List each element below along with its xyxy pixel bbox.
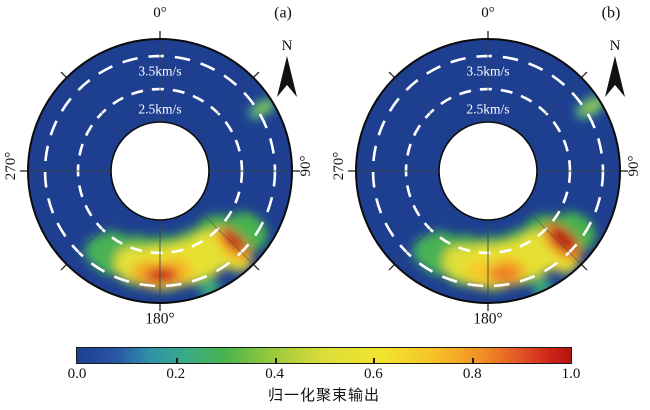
radial-gridline xyxy=(66,205,126,265)
radial-gridline xyxy=(194,77,254,137)
heat-blob xyxy=(253,101,272,115)
angle-tick xyxy=(60,71,68,79)
angle-label-0: 0° xyxy=(481,5,495,21)
angle-tick xyxy=(388,263,396,271)
colorbar-tickmark xyxy=(472,358,475,363)
colorbar-tick-label: 0.2 xyxy=(166,366,186,382)
angle-tick xyxy=(252,263,260,271)
colorbar-tick-label: 0.4 xyxy=(265,366,284,382)
colorbar-gradient xyxy=(76,347,572,364)
outer-outline xyxy=(355,38,621,304)
radial-gridline xyxy=(66,77,126,137)
angle-label-180: 180° xyxy=(473,311,502,328)
angle-tick xyxy=(580,71,588,79)
angle-tick xyxy=(252,71,260,79)
heat-blobs xyxy=(412,94,607,296)
polar-panel-a: 0° 180° 270° 90° 3.5km/s 2.5km/s N (a) xyxy=(3,5,314,328)
angle-tick xyxy=(388,71,396,79)
ring-label-2-5: 2.5km/s xyxy=(138,102,181,117)
colorbar-tickmark xyxy=(274,358,277,363)
angle-label-270: 270° xyxy=(3,152,19,181)
outer-outline xyxy=(27,38,293,304)
colorbar-tick-label: 0.0 xyxy=(67,366,87,382)
angle-label-90: 90° xyxy=(626,156,642,177)
radial-gridline xyxy=(194,205,254,265)
colorbar-title: 归一化聚束输出 xyxy=(267,388,381,404)
heat-blob xyxy=(153,271,172,281)
angle-label-0: 0° xyxy=(153,5,167,21)
ring-label-3-5: 3.5km/s xyxy=(138,64,181,79)
colorbar-tick-label: 1.0 xyxy=(561,366,581,382)
angle-tick xyxy=(580,263,588,271)
ring-label-3-5: 3.5km/s xyxy=(466,64,509,79)
radial-gridline xyxy=(522,205,582,265)
ring-label-2-5: 2.5km/s xyxy=(466,102,509,117)
heat-blobs xyxy=(84,97,277,298)
heat-blob xyxy=(226,232,243,248)
north-arrow-icon xyxy=(277,56,297,97)
heat-blob xyxy=(580,99,602,115)
colorbar-tickmark xyxy=(175,358,178,363)
radial-gridline xyxy=(394,205,454,265)
inner-outline xyxy=(110,121,210,221)
angle-label-270: 270° xyxy=(331,152,347,181)
colorbar: 0.0 0.2 0.4 0.6 0.8 1.0 归一化聚束输出 xyxy=(0,340,650,410)
colorbar-tickmark xyxy=(373,358,376,363)
heat-blob xyxy=(553,229,574,249)
angle-label-180: 180° xyxy=(145,311,174,328)
north-label: N xyxy=(282,38,293,54)
panel-label: (b) xyxy=(602,5,621,22)
panel-label: (a) xyxy=(274,5,292,22)
north-arrow-icon xyxy=(605,56,625,97)
heat-blob xyxy=(491,266,518,282)
colorbar-tick-label: 0.6 xyxy=(364,366,383,382)
colorbar-tick-label: 0.8 xyxy=(462,366,482,382)
radial-gridline xyxy=(394,77,454,137)
angle-label-90: 90° xyxy=(298,156,314,177)
polar-panel-b: 0° 180° 270° 90° 3.5km/s 2.5km/s N (b) xyxy=(331,5,642,328)
radial-gridline xyxy=(522,77,582,137)
north-label: N xyxy=(610,38,621,54)
inner-outline xyxy=(438,121,538,221)
angle-tick xyxy=(60,263,68,271)
